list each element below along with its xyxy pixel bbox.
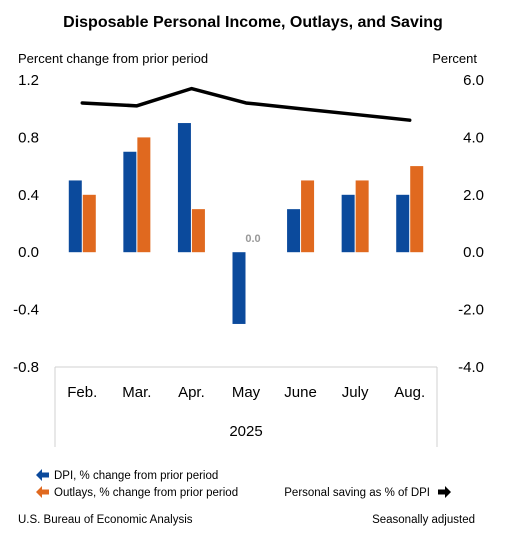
outlays-bar	[191, 209, 205, 253]
dpi-bar	[341, 194, 355, 253]
legend-dpi: DPI, % change from prior period	[36, 469, 218, 482]
right-tick-label: -2.0	[458, 302, 484, 319]
dpi-bar	[232, 252, 246, 324]
right-tick-label: 6.0	[463, 72, 484, 89]
dpi-bar	[287, 209, 301, 253]
legend: DPI, % change from prior period Outlays,…	[36, 469, 451, 499]
data-labels: 0.0	[245, 233, 260, 245]
dpi-arrow-icon	[36, 469, 49, 481]
right-axis-title: Percent	[432, 51, 477, 66]
outlays-bar	[301, 180, 315, 253]
dpi-bar	[177, 123, 191, 253]
dpi-bar	[68, 180, 82, 253]
legend-outlays: Outlays, % change from prior period	[36, 486, 238, 499]
category-label: June	[284, 384, 317, 401]
right-axis: 6.0 4.0 2.0 0.0 -2.0 -4.0	[458, 72, 484, 376]
legend-outlays-label: Outlays, % change from prior period	[54, 487, 238, 499]
saving-line	[80, 86, 412, 122]
outlays-bar	[355, 180, 369, 253]
outlays-bar	[410, 166, 424, 253]
chart-title: Disposable Personal Income, Outlays, and…	[63, 14, 443, 31]
left-tick-label: 0.0	[18, 244, 39, 261]
bars	[68, 123, 424, 324]
legend-dpi-label: DPI, % change from prior period	[54, 470, 218, 482]
outlays-arrow-icon	[36, 486, 49, 498]
year-label: 2025	[229, 423, 262, 440]
category-label: May	[232, 384, 261, 401]
category-label: Apr.	[178, 384, 205, 401]
category-label: July	[342, 384, 369, 401]
left-tick-label: -0.8	[13, 359, 39, 376]
legend-saving-label: Personal saving as % of DPI	[284, 487, 430, 499]
left-tick-label: 1.2	[18, 72, 39, 89]
left-tick-label: -0.4	[13, 302, 39, 319]
seasonal-note: Seasonally adjusted	[372, 514, 475, 526]
category-labels: Feb. Mar. Apr. May June July Aug.	[67, 384, 425, 401]
source-note: U.S. Bureau of Economic Analysis	[18, 514, 193, 526]
right-tick-label: -4.0	[458, 359, 484, 376]
outlays-bar	[137, 137, 151, 253]
data-label: 0.0	[245, 233, 260, 245]
left-tick-label: 0.4	[18, 187, 39, 204]
category-label: Mar.	[122, 384, 151, 401]
left-axis-title: Percent change from prior period	[18, 51, 208, 66]
category-label: Feb.	[67, 384, 97, 401]
right-tick-label: 2.0	[463, 187, 484, 204]
saving-arrow-icon	[438, 486, 451, 498]
outlays-bar	[82, 194, 96, 253]
dpi-bar	[123, 151, 137, 253]
right-tick-label: 4.0	[463, 129, 484, 146]
saving-line-layer	[80, 86, 412, 122]
category-label: Aug.	[394, 384, 425, 401]
left-tick-label: 0.8	[18, 129, 39, 146]
legend-saving: Personal saving as % of DPI	[284, 486, 451, 499]
left-axis: 1.2 0.8 0.4 0.0 -0.4 -0.8	[13, 72, 39, 376]
dpi-bar	[396, 194, 410, 253]
right-tick-label: 0.0	[463, 244, 484, 261]
